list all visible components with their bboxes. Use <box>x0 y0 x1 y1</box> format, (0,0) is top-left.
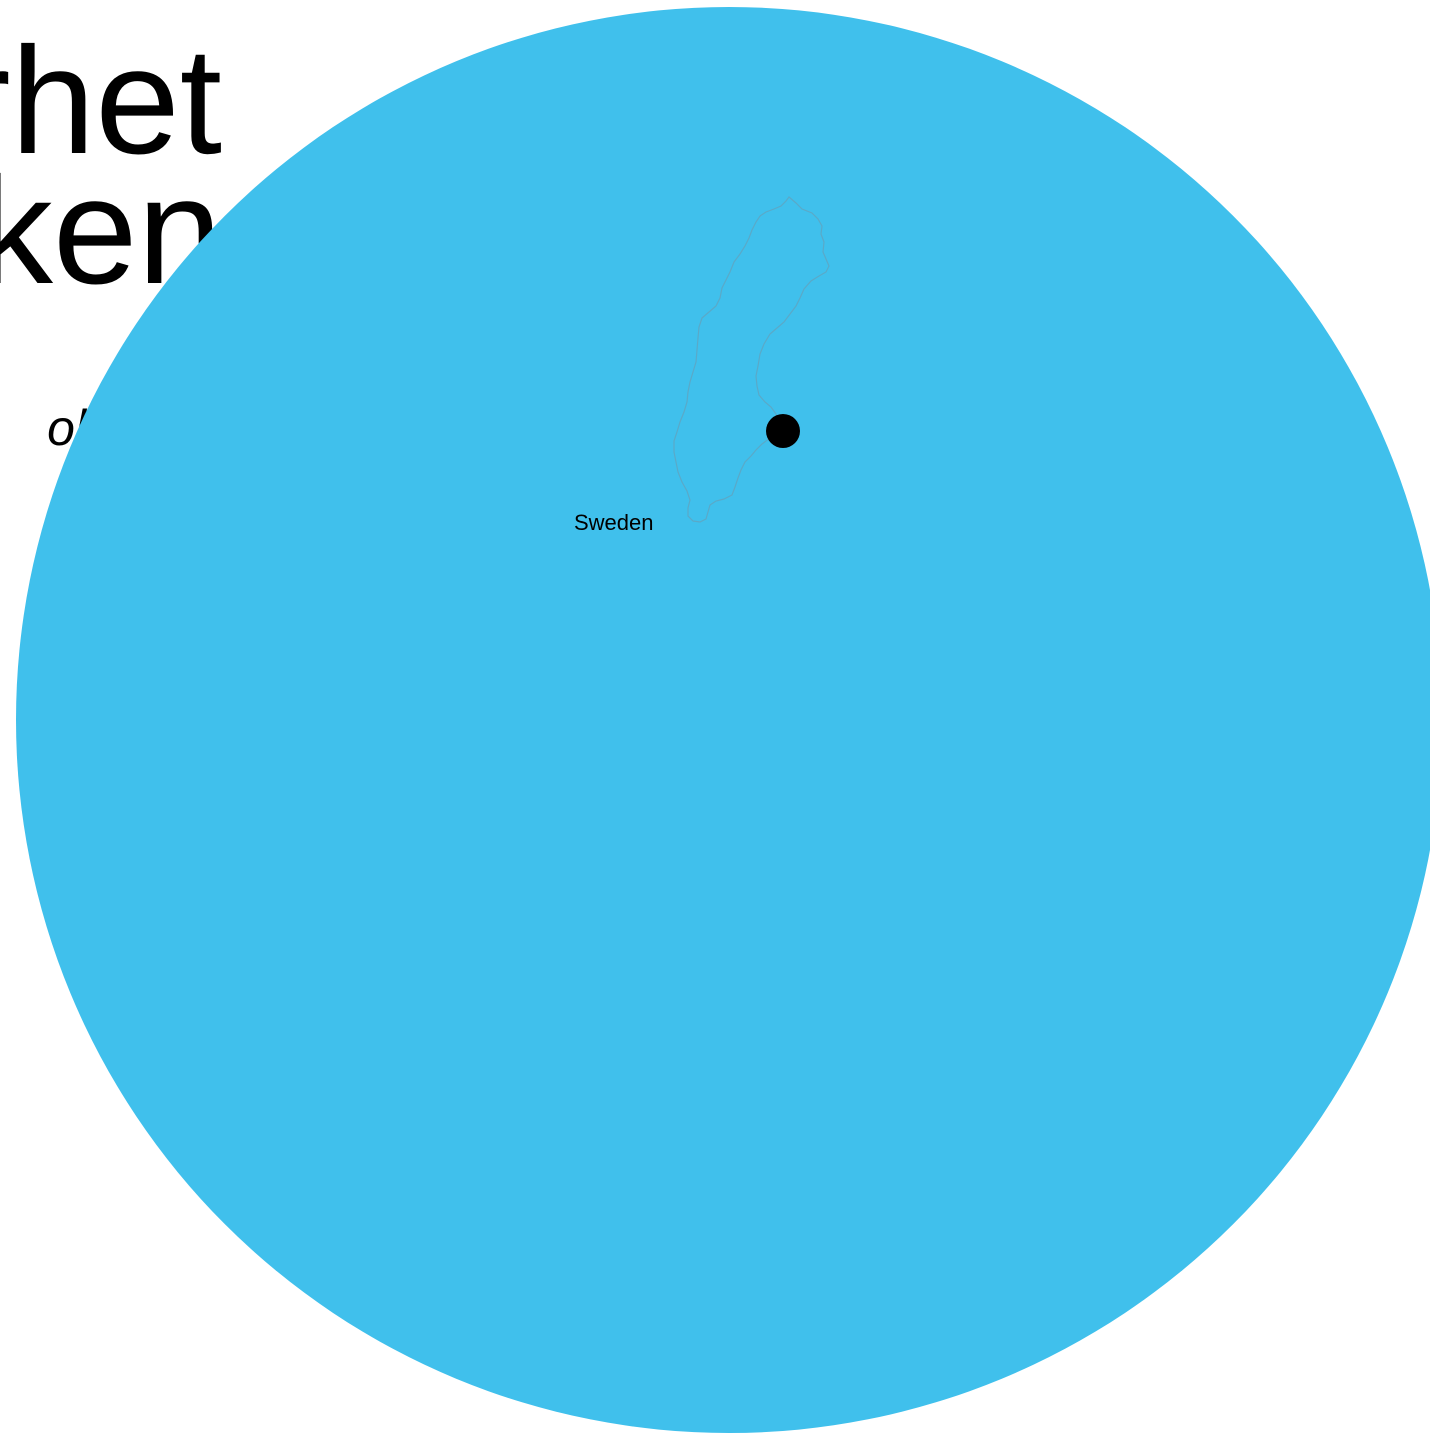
globe[interactable] <box>16 7 1430 1433</box>
headline-text: rhet ken <box>0 16 222 307</box>
location-marker[interactable] <box>766 414 800 448</box>
headline-line-1: rhet <box>0 16 222 186</box>
sweden-outline[interactable] <box>673 196 830 523</box>
country-label-sweden: Sweden <box>574 510 654 535</box>
headline: rhet ken <box>0 16 222 307</box>
